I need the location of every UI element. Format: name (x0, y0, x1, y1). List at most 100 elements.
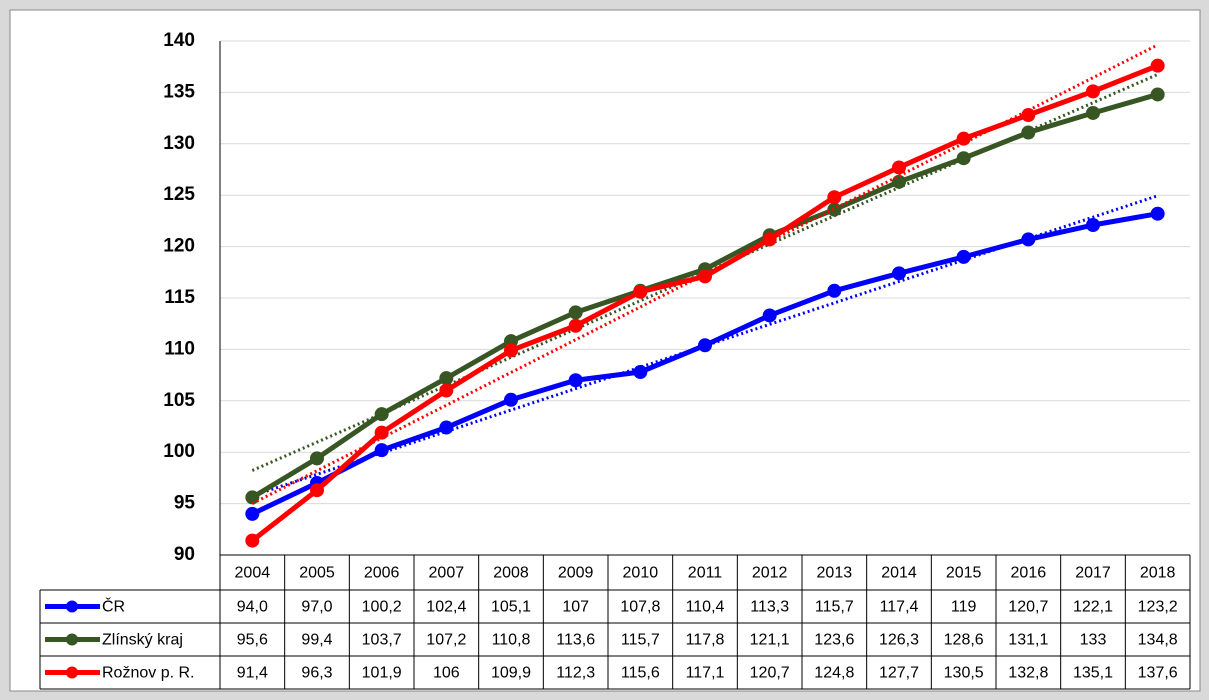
x-tick-label: 2017 (1075, 565, 1111, 582)
data-table-value: 133 (1080, 632, 1107, 649)
data-table-value: 106 (433, 665, 460, 682)
y-tick-label: 120 (163, 236, 195, 257)
legend-marker (66, 666, 78, 679)
data-table-value: 107,8 (620, 599, 660, 616)
y-tick-label: 100 (163, 441, 195, 462)
data-table-value: 123,6 (814, 632, 854, 649)
data-point (1086, 105, 1100, 120)
data-point (956, 151, 971, 166)
data-point (892, 266, 906, 281)
data-table-value: 119 (951, 599, 977, 616)
x-tick-label: 2013 (817, 565, 853, 582)
data-point (374, 407, 389, 422)
data-table-value: 132,8 (1008, 665, 1048, 682)
x-tick-label: 2009 (558, 565, 594, 582)
y-tick-label: 115 (164, 287, 195, 308)
data-point (762, 232, 777, 247)
data-table-value: 110,4 (686, 599, 725, 616)
data-point (1150, 206, 1165, 221)
data-point (439, 371, 454, 386)
y-tick-label: 130 (163, 133, 195, 154)
y-tick-label: 110 (164, 338, 195, 359)
data-point (504, 392, 518, 407)
data-table-value: 105,1 (491, 599, 531, 616)
data-table-value: 103,7 (362, 632, 402, 649)
data-table-value: 123,2 (1138, 599, 1178, 616)
data-point (568, 305, 583, 320)
y-tick-label: 125 (163, 184, 195, 205)
data-point (374, 443, 389, 458)
data-table-value: 128,6 (944, 632, 984, 649)
data-point (633, 284, 648, 299)
data-point (633, 365, 648, 380)
data-table-value: 102,4 (426, 599, 466, 616)
data-table-value: 100,2 (362, 599, 402, 616)
data-point (956, 249, 971, 264)
x-tick-label: 2008 (493, 565, 529, 582)
data-point (698, 269, 712, 284)
data-table-value: 117,4 (880, 599, 919, 616)
data-point (956, 131, 971, 146)
data-table-value: 130,5 (944, 665, 984, 682)
data-point (439, 420, 454, 435)
data-point (245, 533, 260, 548)
data-table-value: 137,6 (1138, 665, 1178, 682)
y-tick-label: 95 (174, 493, 196, 514)
legend-label: Rožnov p. R. (102, 665, 194, 682)
data-point (1021, 108, 1036, 123)
data-table-value: 117,1 (686, 665, 725, 682)
data-table-value: 115,7 (621, 632, 660, 649)
legend-label: Zlínský kraj (102, 632, 183, 649)
data-table-value: 127,7 (879, 665, 919, 682)
data-point (762, 308, 777, 323)
y-tick-label: 105 (163, 390, 195, 411)
data-table-value: 124,8 (814, 665, 854, 682)
data-table-value: 107,2 (426, 632, 466, 649)
data-table-value: 99,4 (301, 632, 332, 649)
y-tick-label: 140 (163, 30, 195, 51)
data-table-value: 117,8 (686, 632, 725, 649)
data-point (374, 425, 389, 440)
data-table-value: 101,9 (362, 665, 402, 682)
data-point (1150, 87, 1165, 102)
data-table-value: 131,1 (1008, 632, 1048, 649)
data-table-value: 115,7 (815, 599, 854, 616)
data-table-value: 134,8 (1138, 632, 1178, 649)
data-point (827, 283, 842, 298)
data-point (1021, 232, 1036, 247)
x-tick-label: 2004 (235, 565, 271, 582)
data-table-value: 126,3 (879, 632, 919, 649)
data-point (1021, 125, 1036, 140)
x-tick-label: 2016 (1011, 565, 1047, 582)
y-tick-label: 90 (174, 544, 195, 565)
legend-marker (66, 600, 78, 613)
data-table-value: 110,8 (492, 632, 531, 649)
data-point (698, 338, 712, 353)
data-table-value: 135,1 (1073, 665, 1113, 682)
legend-marker (66, 633, 78, 646)
data-table-value: 95,6 (237, 632, 268, 649)
x-tick-label: 2014 (881, 565, 917, 582)
data-table-value: 121,1 (750, 632, 790, 649)
x-tick-label: 2006 (364, 565, 400, 582)
data-point (568, 373, 583, 388)
data-table-value: 120,7 (1008, 599, 1048, 616)
x-tick-label: 2007 (429, 565, 465, 582)
data-point (310, 483, 324, 498)
data-table-value: 96,3 (301, 665, 332, 682)
data-point (310, 451, 324, 466)
data-point (1150, 58, 1165, 73)
y-tick-label: 135 (163, 81, 195, 102)
data-point (1086, 84, 1100, 99)
data-table-value: 120,7 (750, 665, 790, 682)
data-point (245, 490, 260, 505)
data-point (439, 383, 454, 398)
data-table-value: 97,0 (301, 599, 332, 616)
x-tick-label: 2005 (299, 565, 335, 582)
data-point (504, 343, 518, 358)
data-point (892, 160, 906, 175)
data-table-value: 94,0 (237, 599, 268, 616)
x-tick-label: 2010 (623, 565, 659, 582)
data-table-value: 91,4 (237, 665, 268, 682)
